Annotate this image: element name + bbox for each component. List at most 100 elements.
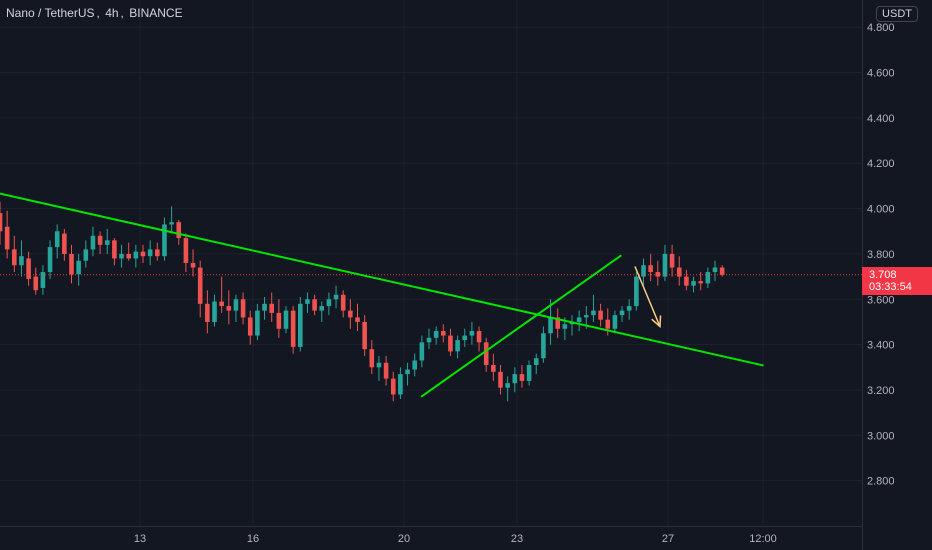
arrow-head bbox=[651, 315, 662, 329]
exchange: BINANCE bbox=[129, 6, 183, 20]
candle-body bbox=[576, 317, 582, 322]
candle-body bbox=[97, 235, 103, 245]
candle bbox=[641, 258, 646, 286]
candle-body bbox=[376, 362, 382, 368]
candle-body bbox=[26, 258, 31, 279]
price-axis[interactable]: 4.800 4.600 4.400 4.200 4.000 3.800 3.600 3.400… bbox=[867, 22, 895, 487]
candle bbox=[126, 242, 131, 261]
candle-body bbox=[155, 249, 160, 257]
candle bbox=[12, 235, 17, 273]
candle-body bbox=[476, 331, 482, 343]
price-tick-label: 2.800 bbox=[867, 476, 895, 488]
candle bbox=[662, 244, 668, 282]
candle-body bbox=[305, 299, 310, 304]
candle-body bbox=[54, 231, 60, 248]
candle-body bbox=[104, 240, 110, 245]
candle-body bbox=[140, 251, 146, 257]
candle-body bbox=[705, 272, 711, 284]
candle-body bbox=[319, 306, 325, 311]
last-price-value: 3.708 bbox=[869, 268, 897, 281]
candle-body bbox=[662, 253, 668, 277]
candle bbox=[147, 240, 153, 266]
candle bbox=[619, 306, 625, 322]
candle bbox=[305, 292, 310, 313]
candle-body bbox=[533, 358, 539, 366]
candle-body bbox=[362, 321, 367, 350]
candle-body bbox=[676, 267, 682, 277]
candle bbox=[62, 228, 67, 261]
candle bbox=[33, 267, 39, 295]
candle-body bbox=[584, 315, 589, 318]
candle-body bbox=[212, 301, 217, 322]
candle bbox=[648, 253, 653, 282]
symbol-title[interactable]: Nano / TetherUS, 4h, BINANCE bbox=[6, 6, 183, 20]
candle bbox=[541, 326, 546, 363]
candle bbox=[76, 253, 81, 286]
candle-body bbox=[19, 256, 24, 266]
time-axis[interactable]: 13 16 20 23 27 12:00 bbox=[134, 533, 777, 545]
candle bbox=[183, 233, 189, 273]
currency-button[interactable]: USDT bbox=[876, 6, 918, 22]
time-tick-label: 20 bbox=[398, 533, 410, 545]
candle-body bbox=[162, 224, 167, 257]
candle bbox=[469, 321, 475, 345]
arrow-shaft bbox=[634, 266, 661, 327]
candle-body bbox=[255, 310, 260, 336]
time-tick-label: 12:00 bbox=[749, 533, 777, 545]
candle bbox=[212, 294, 217, 327]
candle-body bbox=[634, 276, 639, 307]
candle bbox=[312, 294, 317, 316]
candle bbox=[448, 328, 453, 356]
candle bbox=[97, 231, 103, 254]
candle bbox=[426, 328, 432, 350]
trendline-support bbox=[420, 254, 622, 398]
candle-body bbox=[12, 249, 17, 266]
candle-body bbox=[4, 226, 10, 250]
candle bbox=[626, 299, 632, 320]
candle-body bbox=[598, 310, 603, 320]
candle-body bbox=[698, 281, 703, 284]
candle bbox=[104, 228, 110, 254]
candle bbox=[462, 328, 468, 347]
candle bbox=[169, 206, 174, 234]
candle-body bbox=[355, 317, 360, 322]
price-tick-label: 3.000 bbox=[867, 430, 895, 442]
candle-body bbox=[290, 310, 296, 347]
candle bbox=[54, 224, 60, 259]
candle-body bbox=[62, 233, 67, 254]
candle bbox=[576, 310, 582, 332]
candle-body bbox=[562, 324, 568, 329]
candle bbox=[362, 315, 367, 356]
candle bbox=[197, 260, 203, 318]
candle bbox=[441, 324, 446, 343]
candle bbox=[90, 226, 96, 257]
candle-body bbox=[0, 213, 3, 232]
candle bbox=[255, 303, 260, 341]
candle bbox=[691, 276, 696, 293]
candle bbox=[226, 290, 232, 325]
candle bbox=[69, 244, 74, 284]
candle-body bbox=[483, 342, 489, 366]
candle-body bbox=[76, 260, 81, 275]
candle bbox=[676, 256, 682, 286]
candle bbox=[19, 240, 24, 277]
chart-grid bbox=[0, 0, 862, 526]
candle-body bbox=[333, 294, 339, 300]
candle bbox=[569, 315, 575, 336]
candle-body bbox=[526, 365, 532, 381]
candle-body bbox=[462, 335, 468, 341]
candle bbox=[719, 265, 725, 277]
price-tick-label: 3.800 bbox=[867, 249, 895, 261]
candle bbox=[369, 340, 375, 375]
candle-body bbox=[326, 299, 332, 307]
candle-body bbox=[405, 369, 410, 375]
time-tick-label: 27 bbox=[662, 533, 674, 545]
price-tick-label: 4.000 bbox=[867, 204, 895, 216]
candle bbox=[276, 299, 282, 338]
candle-body bbox=[626, 306, 632, 311]
candle bbox=[4, 210, 10, 259]
candle-body bbox=[669, 253, 675, 268]
candle-body bbox=[298, 303, 303, 347]
candle bbox=[155, 242, 160, 261]
